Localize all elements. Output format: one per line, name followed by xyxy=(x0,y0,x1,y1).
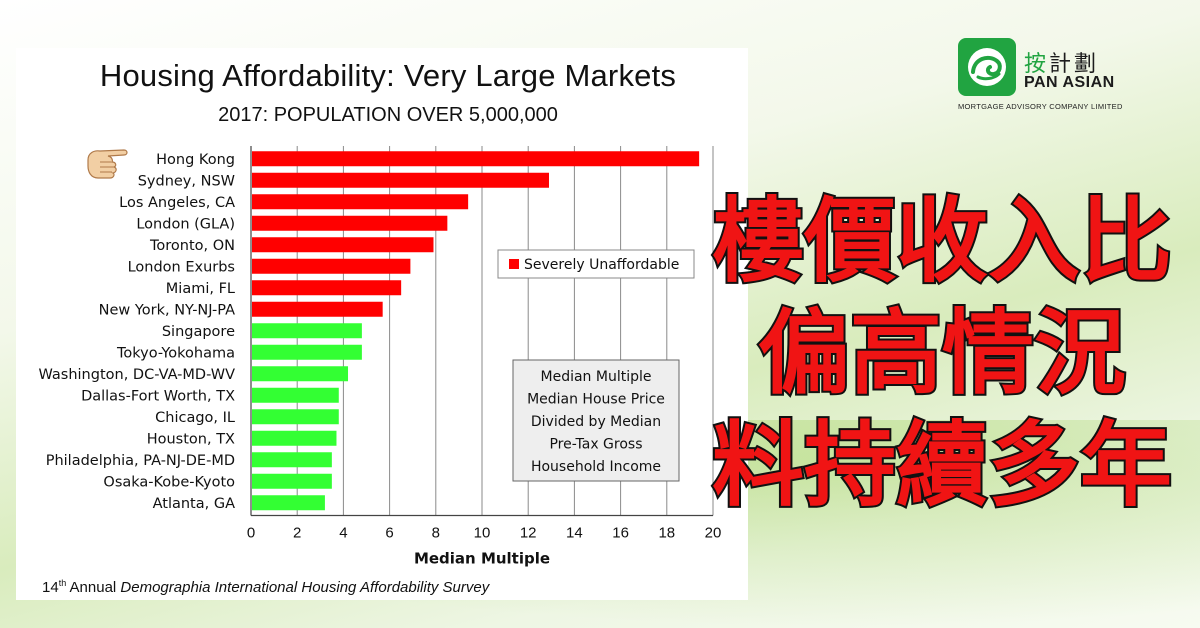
pointing-hand-icon xyxy=(87,149,128,179)
bar xyxy=(252,452,332,468)
category-label: Washington, DC-VA-MD-WV xyxy=(38,367,235,383)
bar-chart: 0 2 4 6 8 10 12 14 16 18 20 Hong Kong Sydney, NSW Los… xyxy=(38,146,722,568)
x-tick-label: 10 xyxy=(474,525,491,542)
category-label: Toronto, ON xyxy=(149,238,235,254)
x-tick-label: 14 xyxy=(566,525,583,542)
x-tick-label: 12 xyxy=(520,525,537,542)
logo-english-name: PAN ASIAN xyxy=(1024,74,1115,91)
x-tick-label: 0 xyxy=(247,525,255,542)
category-label: Los Angeles, CA xyxy=(119,195,235,211)
bar xyxy=(252,258,411,274)
category-label: Philadelphia, PA-NJ-DE-MD xyxy=(46,453,235,469)
chart-subtitle: 2017: POPULATION OVER 5,000,000 xyxy=(218,104,558,126)
x-tick-label: 4 xyxy=(339,525,347,542)
bar xyxy=(252,172,549,188)
headline-line-1: 樓價收入比 xyxy=(710,186,1174,297)
bar xyxy=(252,194,469,210)
annotation-line: Median House Price xyxy=(527,392,665,408)
chart-panel: Housing Affordability: Very Large Market… xyxy=(16,48,748,600)
bar xyxy=(252,473,332,489)
legend-box xyxy=(497,249,695,279)
headline-line-3: 料持續多年 xyxy=(710,410,1174,521)
x-tick-label: 8 xyxy=(432,525,440,542)
bar xyxy=(252,323,362,339)
bar xyxy=(252,366,349,382)
bar xyxy=(252,215,448,231)
category-label: London (GLA) xyxy=(136,216,235,232)
headline-line-2: 偏高情況 xyxy=(756,298,1128,409)
shell-logo-icon xyxy=(958,38,1016,96)
category-label: Hong Kong xyxy=(156,152,235,168)
legend-swatch xyxy=(509,259,519,269)
bar xyxy=(252,495,325,511)
bar xyxy=(252,237,434,253)
x-tick-label: 16 xyxy=(612,525,629,542)
headline: 樓價收入比 偏高情況 料持續多年 xyxy=(684,186,1200,522)
annotation-line: Divided by Median xyxy=(531,414,661,430)
x-tick-label: 6 xyxy=(385,525,393,542)
footnote: 14th Annual Demographia International Ho… xyxy=(42,578,490,596)
category-label: Houston, TX xyxy=(147,431,235,447)
bar xyxy=(252,301,383,317)
bar xyxy=(252,430,337,446)
category-label: Osaka-Kobe-Kyoto xyxy=(103,474,235,490)
annotation-line: Household Income xyxy=(531,459,661,475)
category-label: Singapore xyxy=(162,324,235,340)
logo-chinese-name: 按計劃 xyxy=(1024,52,1100,77)
x-axis-title: Median Multiple xyxy=(414,550,550,568)
x-tick-label: 18 xyxy=(658,525,675,542)
bar xyxy=(252,151,700,167)
bar xyxy=(252,280,402,296)
category-label: Chicago, IL xyxy=(155,410,235,426)
category-label: Dallas-Fort Worth, TX xyxy=(81,388,235,404)
bar xyxy=(252,409,339,425)
annotation-line: Median Multiple xyxy=(541,369,652,385)
category-label: New York, NY-NJ-PA xyxy=(99,302,235,318)
x-tick-label: 2 xyxy=(293,525,301,542)
bar xyxy=(252,344,362,360)
pan-asian-logo: 按計劃 PAN ASIAN MORTGAGE ADVISORY COMPANY … xyxy=(958,38,1123,118)
category-label: Atlanta, GA xyxy=(153,496,235,512)
chart-title: Housing Affordability: Very Large Market… xyxy=(99,58,677,93)
annotation-box xyxy=(512,359,680,482)
legend-label: Severely Unaffordable xyxy=(524,257,679,273)
category-label: Tokyo-Yokohama xyxy=(116,345,235,361)
logo-subtitle: MORTGAGE ADVISORY COMPANY LIMITED xyxy=(958,102,1123,111)
x-tick-label: 20 xyxy=(705,525,722,542)
category-label: Sydney, NSW xyxy=(138,173,235,189)
annotation-line: Pre-Tax Gross xyxy=(549,437,642,453)
category-label: Miami, FL xyxy=(166,281,235,297)
category-label: London Exurbs xyxy=(128,259,235,275)
bar xyxy=(252,387,339,403)
